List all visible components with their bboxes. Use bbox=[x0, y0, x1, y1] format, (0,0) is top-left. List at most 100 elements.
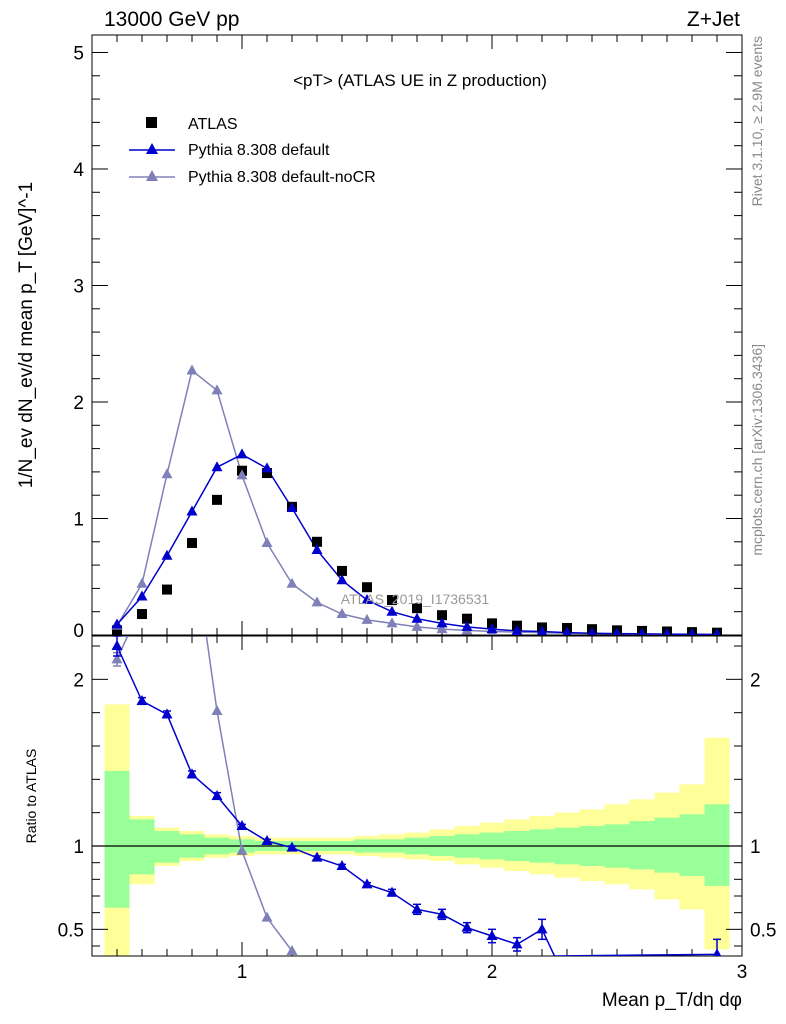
series-marker-1 bbox=[386, 605, 398, 616]
series-marker-2 bbox=[311, 596, 323, 607]
ratio-marker-0 bbox=[211, 790, 223, 800]
band-green-bin bbox=[679, 814, 705, 876]
band-green-bin bbox=[704, 804, 730, 886]
ratio-marker-0 bbox=[386, 886, 398, 897]
x-tick-label: 1 bbox=[237, 962, 248, 983]
ratio-line-1 bbox=[116, 636, 293, 952]
ratio-marker-0 bbox=[286, 841, 298, 852]
ratio-marker-1 bbox=[236, 845, 248, 855]
series-marker-1 bbox=[411, 612, 423, 623]
legend: ATLAS Pythia 8.308 default Pythia 8.308 … bbox=[129, 116, 376, 186]
atlas-data-point bbox=[137, 609, 147, 620]
main-plot-ticks: 0 1 2 3 4 5 bbox=[73, 35, 743, 642]
series-marker-2 bbox=[136, 577, 148, 588]
atlas-data-point bbox=[187, 537, 197, 548]
legend-marker-atlas bbox=[146, 117, 157, 128]
y-tick-label: 5 bbox=[73, 43, 84, 64]
ratio-marker-0 bbox=[536, 923, 548, 934]
series-marker-1 bbox=[713, 628, 721, 635]
ratio-marker-0 bbox=[411, 903, 423, 914]
ratio-marker-0 bbox=[436, 908, 448, 919]
legend-label-nocr: Pythia 8.308 default-noCR bbox=[188, 169, 376, 186]
ratio-marker-0 bbox=[186, 768, 198, 779]
ratio-plot-series bbox=[111, 417, 722, 956]
ratio-y-tick-label-right: 0.5 bbox=[750, 920, 776, 941]
y-tick-label: 4 bbox=[73, 160, 84, 181]
mcplots-info-label: mcplots.cern.ch [arXiv:1306.3436] bbox=[749, 344, 765, 556]
atlas-data-point bbox=[212, 494, 222, 505]
legend-label-default: Pythia 8.308 default bbox=[188, 142, 330, 159]
ratio-marker-0 bbox=[361, 878, 373, 889]
ratio-marker-0 bbox=[336, 860, 348, 870]
band-green-bin bbox=[629, 821, 655, 870]
atlas-data-point bbox=[437, 610, 447, 621]
series-marker-2 bbox=[211, 384, 223, 395]
y-tick-label: 1 bbox=[73, 509, 84, 530]
ratio-marker-1 bbox=[111, 653, 123, 664]
ratio-y-tick-label-right: 1 bbox=[750, 837, 761, 858]
series-marker-1 bbox=[562, 626, 572, 635]
atlas-data-point bbox=[262, 468, 272, 479]
series-marker-2 bbox=[161, 468, 173, 479]
main-y-axis-label: 1/N_ev dN_ev/d mean p_T [GeV]^-1 bbox=[16, 182, 37, 488]
series-marker-1 bbox=[336, 574, 348, 585]
series-marker-1 bbox=[511, 624, 523, 635]
ratio-marker-0 bbox=[161, 708, 173, 719]
series-marker-2 bbox=[411, 620, 423, 631]
ratio-marker-0 bbox=[136, 695, 148, 705]
series-marker-1 bbox=[688, 628, 696, 635]
ratio-marker-1 bbox=[211, 705, 223, 715]
series-marker-2 bbox=[336, 608, 348, 619]
series-marker-2 bbox=[261, 536, 273, 547]
ratio-marker-0 bbox=[236, 820, 248, 830]
series-marker-1 bbox=[461, 620, 473, 631]
ratio-marker-1 bbox=[187, 528, 198, 538]
series-marker-1 bbox=[436, 617, 448, 628]
series-marker-1 bbox=[136, 590, 148, 601]
atlas-data-point bbox=[462, 613, 472, 624]
ratio-y-tick-label-right: 2 bbox=[750, 670, 761, 691]
series-marker-1 bbox=[587, 627, 597, 635]
ratio-marker-0 bbox=[311, 851, 323, 862]
atlas-data-point bbox=[312, 536, 322, 547]
ratio-y-axis-label: Ratio to ATLAS bbox=[23, 749, 39, 844]
atlas-data-point bbox=[412, 603, 422, 614]
atlas-data-point bbox=[362, 582, 372, 593]
atlas-data-point bbox=[112, 625, 122, 635]
series-marker-1 bbox=[361, 594, 373, 605]
ratio-marker-1 bbox=[261, 911, 273, 922]
legend-marker-default bbox=[146, 143, 158, 154]
series-marker-1 bbox=[536, 625, 548, 635]
series-marker-1 bbox=[111, 618, 123, 629]
x-axis-label: Mean p_T/dη dφ bbox=[602, 990, 742, 1011]
x-tick-label: 2 bbox=[487, 962, 498, 983]
series-marker-2 bbox=[186, 364, 198, 375]
ratio-marker-0 bbox=[111, 640, 123, 650]
series-marker-1 bbox=[311, 543, 323, 554]
series-marker-1 bbox=[211, 461, 223, 472]
atlas-data-point bbox=[387, 595, 397, 606]
ratio-marker-1 bbox=[286, 945, 298, 955]
series-marker-2 bbox=[436, 623, 448, 634]
ratio-bands bbox=[104, 704, 730, 956]
series-marker-1 bbox=[286, 502, 298, 513]
rivet-info-label: Rivet 3.1.10, ≥ 2.9M events bbox=[749, 36, 765, 206]
series-marker-1 bbox=[663, 628, 671, 635]
band-green-bin bbox=[154, 831, 180, 863]
series-marker-1 bbox=[612, 627, 622, 635]
ratio-marker-0 bbox=[486, 930, 498, 940]
ratio-marker-1 bbox=[162, 417, 173, 427]
series-marker-2 bbox=[286, 577, 298, 588]
ratio-marker-0 bbox=[712, 948, 722, 956]
analysis-watermark: ATLAS_2019_I1736531 bbox=[341, 591, 490, 607]
series-marker-2 bbox=[361, 613, 373, 624]
ratio-marker-0 bbox=[461, 921, 473, 932]
series-marker-2 bbox=[236, 469, 248, 480]
y-tick-label: 0 bbox=[73, 621, 84, 642]
ratio-y-tick-label: 1 bbox=[73, 837, 84, 858]
series-marker-2 bbox=[386, 617, 398, 628]
series-marker-1 bbox=[486, 623, 498, 634]
series-marker-1 bbox=[236, 448, 248, 459]
atlas-data-point bbox=[162, 584, 172, 595]
